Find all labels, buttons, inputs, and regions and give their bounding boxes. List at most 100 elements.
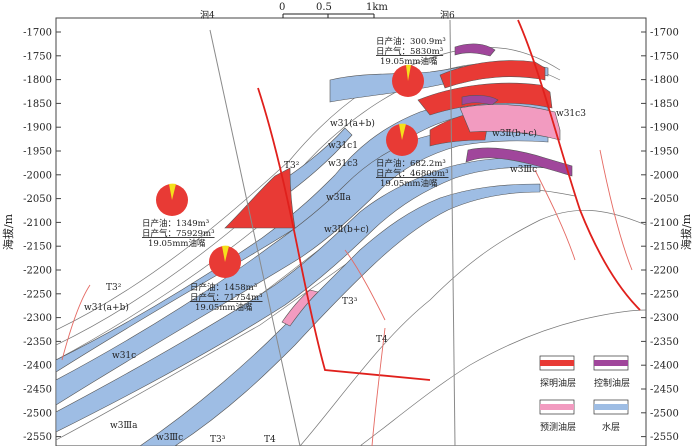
y-tick-label-right: -2550 (650, 432, 679, 443)
svg-text:日产气：75929m³: 日产气：75929m³ (142, 228, 215, 239)
pie-chart-3 (392, 64, 424, 97)
y-tick-label-right: -2200 (650, 266, 679, 277)
label-w3IIbc-right: w3Ⅱ(b+c) (492, 128, 537, 139)
y-tick-label-right: -1900 (650, 123, 679, 134)
y-tick-label-left: -2350 (23, 337, 52, 348)
label-T3-2-b: T3² (106, 283, 122, 293)
y-tick-label-right: -2500 (650, 408, 679, 419)
svg-text:日产气：71754m³: 日产气：71754m³ (190, 292, 263, 303)
label-w31c3-center: w31c3 (328, 159, 358, 169)
label-w31ab-upper: w31(a+b) (330, 118, 375, 129)
y-tick-label-left: -2200 (23, 266, 52, 277)
label-w3IIbc-center: w3Ⅱ(b+c) (324, 224, 369, 235)
svg-text:19.05mm油嘴: 19.05mm油嘴 (148, 238, 206, 249)
production-annotation-1: 日产油：1349m³ 日产气：75929m³ 19.05mm油嘴 (142, 218, 215, 249)
stratum-labels: w31(a+b) w31c1 w31c3 w3Ⅱa w3Ⅱ(b+c) w31c3… (84, 109, 586, 443)
svg-text:日产油：300.9m³: 日产油：300.9m³ (376, 36, 446, 47)
y-tick-label-right: -1850 (650, 99, 679, 110)
scale-bar: 0 0.5 1km (279, 2, 388, 18)
legend-item-water: 水层 (593, 399, 629, 433)
y-tick-label-left: -2300 (23, 313, 52, 324)
svg-text:日产气：5830m³: 日产气：5830m³ (376, 46, 443, 57)
y-tick-label-left: -2050 (23, 194, 52, 205)
svg-text:控制油层: 控制油层 (594, 377, 630, 389)
y-tick-label-right: -2100 (650, 218, 679, 229)
horizon-labels: T3² T3² T3³ T3³ T4 T4 (106, 161, 388, 445)
y-tick-label-left: -2250 (23, 289, 52, 300)
svg-text:19.05mm油嘴: 19.05mm油嘴 (195, 302, 253, 313)
y-tick-label-left: -1850 (23, 99, 52, 110)
geology-section (56, 19, 646, 446)
y-tick-label-right: -2400 (650, 361, 679, 372)
scale-label-1km: 1km (366, 2, 388, 13)
y-tick-label-right: -1700 (650, 28, 679, 39)
label-w3IIIa-bottom: w3Ⅲa (110, 421, 138, 431)
well-line-4 (209, 29, 301, 446)
minor-fault-lines (61, 149, 633, 446)
fault-lines (257, 19, 641, 381)
label-w3IIIc-bottom: w3Ⅲc (156, 433, 183, 443)
production-annotation-2: 日产油：1458m³ 日产气：71754m³ 19.05mm油嘴 (190, 282, 263, 313)
y-tick-label-left: -2000 (23, 170, 52, 181)
y-tick-label-left: -2550 (23, 432, 52, 443)
y-tick-label-left: -2450 (23, 385, 52, 396)
y-tick-label-left: -2150 (23, 242, 52, 253)
y-tick-label-right: -2250 (650, 289, 679, 300)
label-T3-3-b: T3³ (210, 435, 226, 445)
pie-chart-2 (209, 245, 241, 278)
y-tick-label-right: -2050 (650, 194, 679, 205)
y-tick-label-left: -1900 (23, 123, 52, 134)
y-tick-label-left: -1750 (23, 51, 52, 62)
svg-text:预测油层: 预测油层 (540, 421, 576, 433)
scale-label-half: 0.5 (316, 2, 332, 13)
label-T4-b: T4 (264, 435, 276, 445)
svg-text:日产油：1458m³: 日产油：1458m³ (190, 282, 257, 293)
well-line-6 (449, 19, 456, 446)
y-tick-label-right: -2450 (650, 385, 679, 396)
legend: 探明油层 控制油层 预测油层 水层 (530, 345, 638, 437)
scale-label-0: 0 (279, 2, 285, 13)
label-T3-2-a: T3² (284, 161, 300, 171)
well-name-4: 洄4 (200, 10, 215, 21)
y-tick-label-left: -2400 (23, 361, 52, 372)
production-annotation-4: 日产油：682.2m³ 日产气：46800m³ 19.05mm油嘴 (376, 158, 449, 189)
label-w3IIIc-right: w3Ⅲc (510, 165, 537, 175)
y-tick-label-right: -1750 (650, 51, 679, 62)
pie-chart-1 (156, 183, 188, 216)
svg-text:19.05mm油嘴: 19.05mm油嘴 (380, 178, 438, 189)
y-axis-right: -1700 -1750 -1800 -1850 -1900 -1950 -2000 -2050… (641, 28, 679, 443)
y-tick-label-right: -2150 (650, 242, 679, 253)
y-tick-label-right: -2300 (650, 313, 679, 324)
y-tick-label-left: -2100 (23, 218, 52, 229)
label-w31c3-right: w31c3 (556, 109, 586, 119)
y-tick-label-right: -2350 (650, 337, 679, 348)
label-w3IIa: w3Ⅱa (326, 193, 352, 203)
label-w31c-left: w31c (112, 351, 136, 361)
legend-item-proven-oil: 探明油层 (539, 355, 576, 389)
label-w31ab-left: w31(a+b) (84, 302, 129, 313)
svg-text:日产油：682.2m³: 日产油：682.2m³ (376, 158, 446, 169)
y-tick-label-left: -1950 (23, 147, 52, 158)
y-tick-label-right: -1800 (650, 75, 679, 86)
y-tick-label-left: -2500 (23, 408, 52, 419)
label-w31c1: w31c1 (328, 141, 358, 151)
svg-text:日产油：1349m³: 日产油：1349m³ (142, 218, 209, 229)
legend-item-control-oil: 控制油层 (593, 355, 630, 389)
svg-text:19.05mm油嘴: 19.05mm油嘴 (380, 56, 438, 67)
svg-text:探明油层: 探明油层 (540, 377, 576, 389)
y-tick-label-left: -1800 (23, 75, 52, 86)
svg-text:水层: 水层 (602, 421, 620, 433)
svg-text:日产气：46800m³: 日产气：46800m³ (376, 168, 449, 179)
y-axis-left: -1700 -1750 -1800 -1850 -1900 -1950 -2000 -2050… (23, 28, 61, 443)
y-tick-label-left: -1700 (23, 28, 52, 39)
control-oil-layers (454, 43, 573, 177)
well-name-6: 洄6 (440, 10, 455, 21)
pie-chart-4 (386, 123, 418, 156)
label-T3-3-a: T3³ (342, 297, 358, 307)
y-axis-title-right: 海拔/m (679, 213, 693, 250)
y-tick-label-right: -1950 (650, 147, 679, 158)
y-tick-label-right: -2000 (650, 170, 679, 181)
legend-item-predicted-oil: 预测油层 (539, 399, 576, 433)
production-annotation-3: 日产油：300.9m³ 日产气：5830m³ 19.05mm油嘴 (376, 36, 446, 67)
label-T4-a: T4 (376, 335, 388, 345)
